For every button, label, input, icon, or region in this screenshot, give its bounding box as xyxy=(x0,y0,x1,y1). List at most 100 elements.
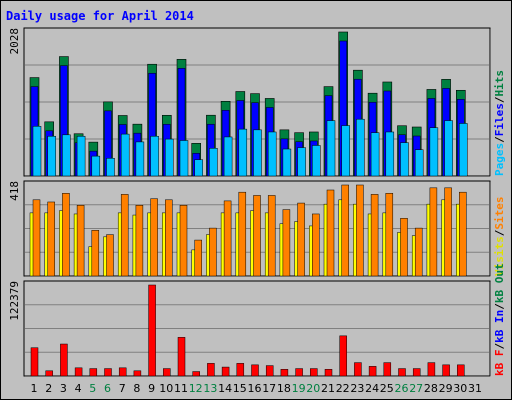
bar-kbf-day-17 xyxy=(265,365,274,377)
day-label-25: 25 xyxy=(380,382,394,395)
bar-pages-day-13 xyxy=(209,148,218,177)
day-label-27: 27 xyxy=(409,382,423,395)
bar-kbf-day-25 xyxy=(383,362,392,377)
bar-sites-day-20 xyxy=(312,213,320,277)
bar-sites-day-13 xyxy=(209,227,217,277)
bar-kbf-day-22 xyxy=(339,335,347,377)
bar-sites-day-15 xyxy=(238,191,247,277)
bar-kbf-day-13 xyxy=(207,363,215,377)
day-label-11: 11 xyxy=(174,382,188,395)
bar-kbf-day-4 xyxy=(74,367,83,377)
bar-kbf-day-14 xyxy=(221,366,230,377)
bar-sites-day-29 xyxy=(444,187,452,277)
bar-kbf-day-28 xyxy=(427,362,436,377)
bar-kbf-day-19 xyxy=(295,368,303,377)
day-label-15: 15 xyxy=(233,382,247,395)
bar-sites-day-22 xyxy=(341,184,349,277)
bar-sites-day-19 xyxy=(297,202,305,277)
day-label-6: 6 xyxy=(104,382,111,395)
day-label-17: 17 xyxy=(262,382,276,395)
day-label-21: 21 xyxy=(321,382,335,395)
day-label-7: 7 xyxy=(119,382,126,395)
day-label-26: 26 xyxy=(395,382,409,395)
bar-kbf-day-21 xyxy=(324,369,333,377)
bar-sites-day-5 xyxy=(91,230,100,277)
bar-kbf-day-11 xyxy=(177,337,186,377)
bar-pages-day-21 xyxy=(326,120,336,177)
bar-kbf-day-16 xyxy=(251,364,259,377)
series-label-part: / xyxy=(493,303,506,310)
bar-pages-day-20 xyxy=(312,145,321,177)
day-label-22: 22 xyxy=(336,382,350,395)
bar-pages-day-25 xyxy=(385,131,395,177)
series-label-part: / xyxy=(493,343,506,350)
series-label-kb: kB F/kB In/kB Out xyxy=(493,263,506,376)
bar-pages-day-14 xyxy=(223,136,233,177)
bar-kbf-day-2 xyxy=(45,370,53,377)
bar-kbf-day-12 xyxy=(192,371,200,377)
bar-pages-day-2 xyxy=(47,135,56,177)
bar-pages-day-5 xyxy=(91,155,101,177)
bar-pages-day-12 xyxy=(194,159,203,177)
bar-sites-day-17 xyxy=(267,195,276,277)
day-label-31: 31 xyxy=(468,382,482,395)
series-label-part: kB Out xyxy=(493,263,506,303)
bar-pages-day-18 xyxy=(282,148,292,177)
bar-pages-day-1 xyxy=(32,126,42,177)
day-label-30: 30 xyxy=(453,382,467,395)
bar-sites-day-4 xyxy=(76,204,85,277)
day-label-18: 18 xyxy=(277,382,291,395)
bar-kbf-day-8 xyxy=(133,370,142,377)
day-label-20: 20 xyxy=(306,382,320,395)
series-label-part: Visits xyxy=(493,236,506,276)
bar-pages-day-7 xyxy=(120,133,130,177)
series-label-part: Sites xyxy=(493,197,506,230)
bar-sites-day-27 xyxy=(414,227,423,277)
bar-pages-day-11 xyxy=(179,140,189,177)
bar-pages-day-16 xyxy=(253,129,262,177)
day-label-13: 13 xyxy=(203,382,217,395)
bar-kbf-day-7 xyxy=(118,367,127,377)
bar-sites-day-16 xyxy=(253,195,261,277)
series-label-part: kB In xyxy=(493,310,506,343)
series-label-part: / xyxy=(493,96,506,103)
bar-pages-day-4 xyxy=(76,135,86,177)
series-label-part: / xyxy=(493,136,506,143)
bar-kbf-day-1 xyxy=(30,347,39,377)
bar-pages-day-28 xyxy=(429,127,439,177)
day-label-14: 14 xyxy=(218,382,232,395)
bar-pages-day-22 xyxy=(341,125,350,177)
day-label-5: 5 xyxy=(89,382,96,395)
bar-pages-day-30 xyxy=(459,123,468,177)
day-label-3: 3 xyxy=(60,382,67,395)
bar-pages-day-23 xyxy=(356,118,365,177)
bar-sites-day-7 xyxy=(120,194,129,277)
bar-kbf-day-18 xyxy=(280,369,289,377)
bar-pages-day-3 xyxy=(62,134,71,177)
bar-sites-day-11 xyxy=(179,204,188,277)
day-label-2: 2 xyxy=(45,382,52,395)
bar-sites-day-23 xyxy=(356,184,364,277)
bar-kbf-day-27 xyxy=(412,368,421,377)
bar-sites-day-12 xyxy=(194,239,202,277)
bar-pages-day-9 xyxy=(150,135,159,177)
bar-sites-day-8 xyxy=(135,204,144,277)
bar-pages-day-29 xyxy=(444,120,453,177)
bar-kbf-day-3 xyxy=(60,343,68,377)
series-label-part: Hits xyxy=(493,70,506,97)
bar-kbf-day-10 xyxy=(163,368,171,377)
bar-kbf-day-24 xyxy=(368,366,377,377)
bar-kbf-day-29 xyxy=(442,364,450,377)
bar-pages-day-8 xyxy=(135,141,145,177)
series-label-part: kB F xyxy=(493,350,506,377)
bar-sites-day-25 xyxy=(385,193,394,277)
bar-sites-day-6 xyxy=(106,234,114,277)
day-label-8: 8 xyxy=(133,382,140,395)
bar-sites-day-26 xyxy=(400,218,408,277)
bar-pages-day-6 xyxy=(106,157,115,177)
bar-pages-day-17 xyxy=(267,131,277,177)
bar-pages-day-24 xyxy=(370,132,380,177)
day-label-28: 28 xyxy=(424,382,438,395)
day-label-16: 16 xyxy=(248,382,262,395)
day-label-4: 4 xyxy=(75,382,82,395)
